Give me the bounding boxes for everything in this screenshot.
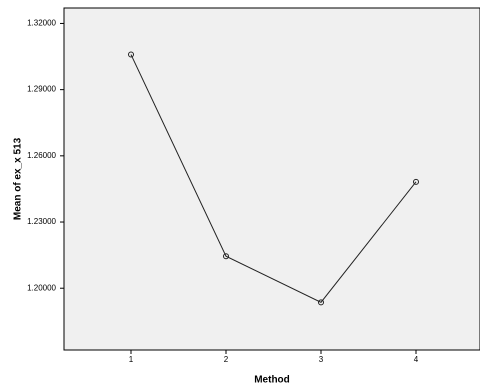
x-tick-label: 2 [224, 355, 229, 364]
x-tick-label: 4 [414, 355, 419, 364]
y-axis-label: Mean of ex_x 513 [13, 137, 24, 220]
point [318, 299, 324, 306]
y-tick-label: 1.23000 [27, 217, 56, 226]
point [413, 178, 419, 185]
point [128, 51, 134, 58]
y-tick-label: 1.32000 [27, 19, 56, 28]
plot-area [63, 7, 480, 351]
line [130, 54, 417, 303]
x-axis-label: Method [254, 375, 290, 386]
y-tick-label: 1.20000 [27, 283, 56, 292]
x-tick-label: 3 [319, 355, 324, 364]
y-tick-label: 1.29000 [27, 85, 56, 94]
y-tick-label: 1.26000 [27, 151, 56, 160]
point [223, 253, 229, 260]
x-tick-label: 1 [129, 355, 134, 364]
